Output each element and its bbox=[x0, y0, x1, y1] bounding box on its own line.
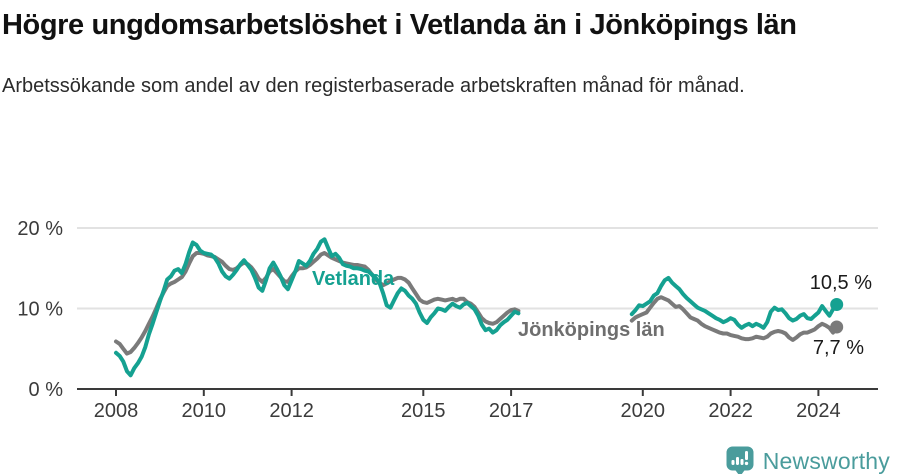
x-tick-label-7: 2024 bbox=[796, 400, 841, 422]
chart-subtitle: Arbetssökande som andel av den registerb… bbox=[2, 75, 745, 97]
x-tick-label-4: 2017 bbox=[489, 400, 534, 422]
y-tick-label-0: 20 % bbox=[17, 218, 63, 240]
newsworthy-pin-chart-icon bbox=[726, 446, 754, 474]
x-tick-label-5: 2020 bbox=[621, 400, 666, 422]
series-label-vetlanda: Vetlanda bbox=[312, 268, 395, 290]
chart-dynamic bbox=[77, 227, 878, 396]
x-tick-label-1: 2010 bbox=[182, 400, 227, 422]
series-line-jonkopings-lan bbox=[629, 295, 839, 342]
line-chart: 20 % 10 % 0 % 2008 2010 2012 2015 2017 2… bbox=[17, 218, 878, 422]
y-tick-label-2: 0 % bbox=[29, 379, 64, 401]
series-line-vetlanda bbox=[114, 237, 521, 378]
newsworthy-logo-text: Newsworthy bbox=[762, 448, 890, 474]
chart-text-layer: 20 % 10 % 0 % 2008 2010 2012 2015 2017 2… bbox=[17, 218, 872, 422]
x-tick-label-6: 2022 bbox=[708, 400, 753, 422]
series-line-vetlanda bbox=[629, 275, 839, 330]
series-line-jonkopings-lan bbox=[114, 251, 521, 356]
series-end-dot-vetlanda bbox=[830, 298, 844, 311]
page-title: Högre ungdomsarbetslöshet i Vetlanda än … bbox=[2, 9, 797, 41]
series-label-jonkopings-lan: Jönköpings län bbox=[518, 319, 665, 341]
end-value-label-vetlanda: 10,5 % bbox=[810, 272, 872, 294]
x-tick-label-0: 2008 bbox=[94, 400, 139, 422]
series-end-dot-jonkopings-lan bbox=[830, 320, 844, 334]
header-section: Högre ungdomsarbetslöshet i Vetlanda än … bbox=[0, 6, 900, 102]
x-tick-label-3: 2015 bbox=[401, 400, 446, 422]
y-tick-label-1: 10 % bbox=[17, 299, 63, 321]
x-tick-label-2: 2012 bbox=[269, 400, 314, 422]
newsworthy-logo[interactable]: Newsworthy bbox=[726, 446, 890, 474]
end-value-label-jonkopings-lan: 7,7 % bbox=[813, 337, 864, 359]
